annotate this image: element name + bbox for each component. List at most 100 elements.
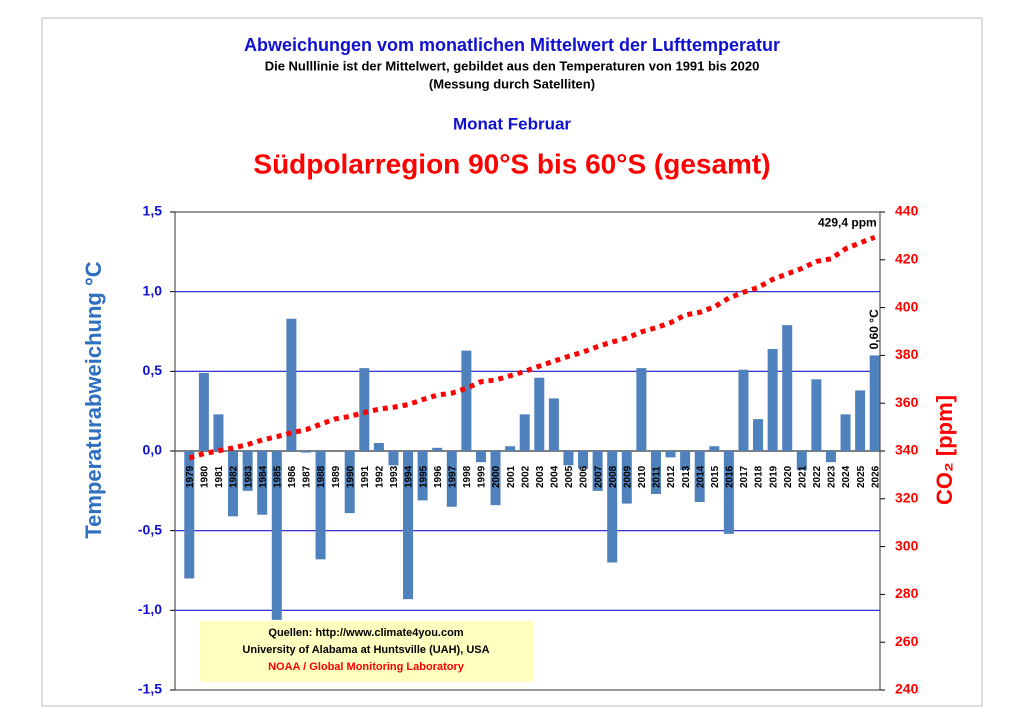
bar — [680, 451, 691, 471]
x-tick-label: 1996 — [433, 465, 444, 488]
x-tick-label: 1991 — [360, 465, 371, 488]
x-tick-label: 2008 — [608, 465, 619, 488]
y2-tick-label: 260 — [895, 633, 919, 649]
bar — [271, 451, 282, 620]
bar — [738, 369, 749, 451]
value-label: 429,4 ppm — [818, 216, 877, 230]
subtitle: (Messung durch Satelliten) — [429, 76, 595, 91]
bar — [855, 390, 866, 451]
bar — [475, 451, 486, 463]
y2-tick-label: 380 — [895, 346, 919, 362]
y2-tick-label: 400 — [895, 298, 919, 314]
bar — [519, 414, 530, 451]
y2-tick-label: 280 — [895, 585, 919, 601]
y-tick-label: 1,5 — [143, 203, 163, 219]
bar — [257, 451, 268, 515]
x-tick-label: 1984 — [258, 465, 269, 488]
x-tick-label: 2022 — [812, 465, 823, 488]
x-tick-label: 2009 — [622, 465, 633, 488]
plot-frame — [174, 211, 881, 691]
bar — [825, 451, 836, 463]
x-tick-label: 2025 — [856, 465, 867, 488]
source-box — [200, 621, 533, 682]
y-tick-label: -1,5 — [138, 681, 162, 697]
bar — [242, 451, 253, 491]
bar — [578, 451, 589, 469]
bar — [869, 355, 880, 451]
x-tick-label: 1986 — [287, 465, 298, 488]
bar — [607, 451, 618, 563]
x-tick-label: 2016 — [725, 465, 736, 488]
bar — [403, 451, 414, 600]
x-tick-label: 1999 — [477, 465, 488, 488]
bar — [636, 368, 647, 451]
bar — [286, 318, 297, 451]
frame — [41, 17, 983, 707]
bar — [490, 451, 501, 506]
bar — [621, 451, 632, 504]
x-tick-label: 1980 — [200, 465, 211, 488]
x-tick-label: 2001 — [506, 465, 517, 488]
bar — [753, 419, 764, 451]
month-label: Monat Februar — [453, 114, 571, 133]
y-tick-label: -1,0 — [138, 601, 162, 617]
y2-tick-label: 340 — [895, 442, 919, 458]
x-tick-label: 2021 — [797, 465, 808, 488]
bar — [709, 446, 720, 451]
x-tick-label: 2020 — [783, 465, 794, 488]
bar — [198, 372, 209, 451]
source: Quellen: http://www.climate4you.com — [268, 627, 463, 639]
bar — [782, 325, 793, 451]
bar — [315, 451, 326, 560]
y-tick-label: -0,5 — [138, 521, 162, 537]
bar — [796, 451, 807, 471]
subtitle: Die Nulllinie ist der Mittelwert, gebild… — [265, 58, 760, 73]
x-tick-label: 1985 — [272, 465, 283, 488]
x-tick-label: 1995 — [418, 465, 429, 488]
source: University of Alabama at Huntsville (UAH… — [242, 644, 489, 656]
bar — [228, 451, 239, 517]
bar — [300, 451, 311, 453]
x-tick-label: 2000 — [491, 465, 502, 488]
x-tick-label: 1993 — [389, 465, 400, 488]
bar — [505, 446, 516, 451]
bar — [534, 377, 545, 451]
x-tick-label: 2007 — [593, 465, 604, 488]
value-label: 0,60 °C — [867, 309, 881, 349]
x-tick-label: 2019 — [768, 465, 779, 488]
y2-tick-label: 360 — [895, 394, 919, 410]
y-tick-label: 0,5 — [143, 362, 163, 378]
x-tick-label: 1998 — [462, 465, 473, 488]
y2-tick-label: 320 — [895, 490, 919, 506]
x-tick-label: 1997 — [447, 465, 458, 488]
x-tick-label: 2006 — [579, 465, 590, 488]
y2-axis-label: CO₂ [ppm] — [932, 395, 957, 505]
x-tick-label: 1989 — [331, 465, 342, 488]
x-tick-label: 2018 — [754, 465, 765, 488]
x-tick-label: 2005 — [564, 465, 575, 488]
x-tick-label: 2011 — [652, 466, 663, 488]
y2-tick-label: 300 — [895, 537, 919, 553]
bar — [650, 451, 661, 495]
bar — [373, 443, 384, 451]
x-tick-label: 2017 — [739, 465, 750, 488]
y2-tick-label: 240 — [895, 681, 919, 697]
region-title: Südpolarregion 90°S bis 60°S (gesamt) — [253, 148, 770, 179]
x-tick-label: 2004 — [550, 465, 561, 488]
bar — [213, 414, 224, 451]
x-tick-label: 2003 — [535, 465, 546, 488]
chart-title: Abweichungen vom monatlichen Mittelwert … — [244, 35, 780, 55]
x-tick-label: 2010 — [637, 465, 648, 488]
bar — [665, 451, 676, 458]
bar — [432, 447, 443, 451]
y-axis-label: Temperaturabweichung °C — [81, 261, 106, 538]
x-tick-label: 2026 — [870, 465, 881, 488]
bar — [417, 451, 428, 501]
bar — [446, 451, 457, 507]
x-tick-label: 1990 — [345, 465, 356, 488]
x-tick-label: 1979 — [185, 465, 196, 488]
bar — [461, 350, 472, 451]
x-tick-label: 1981 — [214, 465, 225, 488]
bar — [767, 349, 778, 451]
y2-tick-label: 440 — [895, 203, 919, 219]
